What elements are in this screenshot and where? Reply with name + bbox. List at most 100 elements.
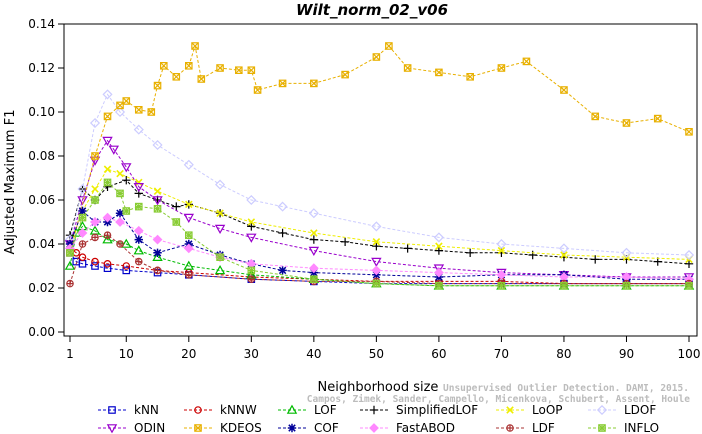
data-point	[246, 194, 257, 206]
x-axis-title: Neighborhood size	[318, 380, 439, 395]
data-point	[278, 266, 287, 275]
y-tick-label: 0.06	[28, 193, 55, 207]
data-point	[310, 79, 318, 88]
data-point	[215, 179, 226, 190]
series-line	[69, 252, 689, 285]
data-point	[184, 61, 193, 70]
data-point	[277, 201, 288, 212]
legend-item: kNNW	[184, 403, 257, 417]
data-point	[77, 228, 88, 238]
y-axis-title: Adjusted Maximum F1	[3, 110, 18, 255]
data-point	[246, 233, 257, 243]
data-point	[433, 267, 444, 278]
data-point	[134, 202, 143, 211]
data-point	[235, 66, 243, 75]
data-point	[153, 266, 162, 275]
data-point	[91, 262, 99, 270]
y-tick-label: 0.14	[28, 17, 55, 31]
legend-marker	[194, 406, 202, 414]
legend-label: kNN	[134, 403, 159, 417]
legend-label: LDOF	[624, 403, 656, 417]
data-point	[308, 263, 319, 274]
data-point	[310, 275, 318, 284]
data-point	[102, 136, 113, 147]
legend-marker	[286, 404, 298, 414]
x-tick-label: 20	[181, 347, 196, 361]
data-point	[78, 206, 87, 216]
series-ldof	[64, 89, 695, 261]
legend-marker	[369, 423, 379, 433]
data-point	[434, 246, 444, 255]
y-tick-label: 0.02	[28, 281, 55, 295]
data-point	[115, 209, 125, 218]
legend-marker	[369, 405, 379, 415]
data-point	[134, 257, 143, 266]
data-point	[102, 212, 113, 223]
data-point	[278, 228, 287, 238]
series-inflo	[66, 178, 693, 290]
data-point	[653, 257, 662, 266]
data-point	[247, 218, 256, 226]
legend-item: SimplifiedLOF	[360, 403, 478, 417]
data-point	[435, 242, 443, 250]
data-point	[133, 183, 145, 193]
data-point	[77, 183, 88, 195]
data-point	[121, 163, 132, 173]
data-point	[433, 232, 444, 243]
data-point	[133, 245, 145, 255]
data-point	[184, 270, 193, 279]
data-point	[102, 234, 113, 244]
data-point	[403, 244, 412, 253]
data-point	[340, 237, 350, 246]
legend-label: ODIN	[134, 421, 165, 434]
data-point	[185, 200, 193, 209]
legend-item: ODIN	[98, 421, 165, 434]
watermark-line-2: Campos, Zimek, Sander, Campello, Micenko…	[307, 394, 690, 405]
data-point	[89, 156, 101, 166]
y-tick-label: 0.00	[28, 325, 55, 339]
data-point	[372, 238, 381, 246]
data-point	[403, 64, 412, 72]
data-point	[133, 225, 144, 236]
series-line	[69, 234, 689, 285]
data-point	[685, 128, 693, 136]
x-axis: 1 10 20 30 40 50 60 70 80 90 100	[66, 336, 700, 361]
data-point	[122, 207, 131, 215]
data-point	[116, 101, 124, 110]
data-point	[247, 66, 256, 75]
data-point	[183, 260, 195, 270]
legend-item: INFLO	[588, 421, 659, 434]
plot-area-frame	[63, 23, 698, 337]
data-point	[684, 259, 694, 268]
data-point	[497, 64, 506, 72]
data-point	[308, 208, 319, 219]
data-point	[309, 235, 319, 244]
legend-label: INFLO	[624, 421, 659, 434]
legend-item: LoOP	[496, 403, 563, 417]
chart-title: Wilt_norm_02_v06	[296, 1, 448, 19]
data-point	[172, 72, 181, 81]
watermark-line-1: Unsupervised Outlier Detection. DAMI, 20…	[443, 383, 689, 394]
x-tick-label: 60	[431, 347, 446, 361]
data-point	[134, 105, 143, 114]
data-point	[653, 114, 662, 123]
data-point	[558, 243, 569, 254]
data-point	[91, 152, 99, 160]
data-point	[465, 248, 475, 257]
series-line	[69, 247, 689, 285]
data-point	[622, 282, 631, 290]
data-point	[122, 266, 131, 275]
data-point	[103, 178, 112, 187]
legend-label: LoOP	[532, 403, 563, 417]
data-point	[121, 238, 132, 248]
data-point	[153, 248, 162, 257]
series-line	[69, 139, 689, 278]
data-point	[66, 249, 74, 257]
data-point	[183, 159, 194, 170]
data-point	[103, 112, 112, 121]
legend-item: LOF	[278, 403, 337, 417]
data-point	[122, 97, 131, 105]
data-point	[497, 246, 506, 255]
data-point	[77, 196, 88, 206]
data-point	[135, 178, 143, 187]
